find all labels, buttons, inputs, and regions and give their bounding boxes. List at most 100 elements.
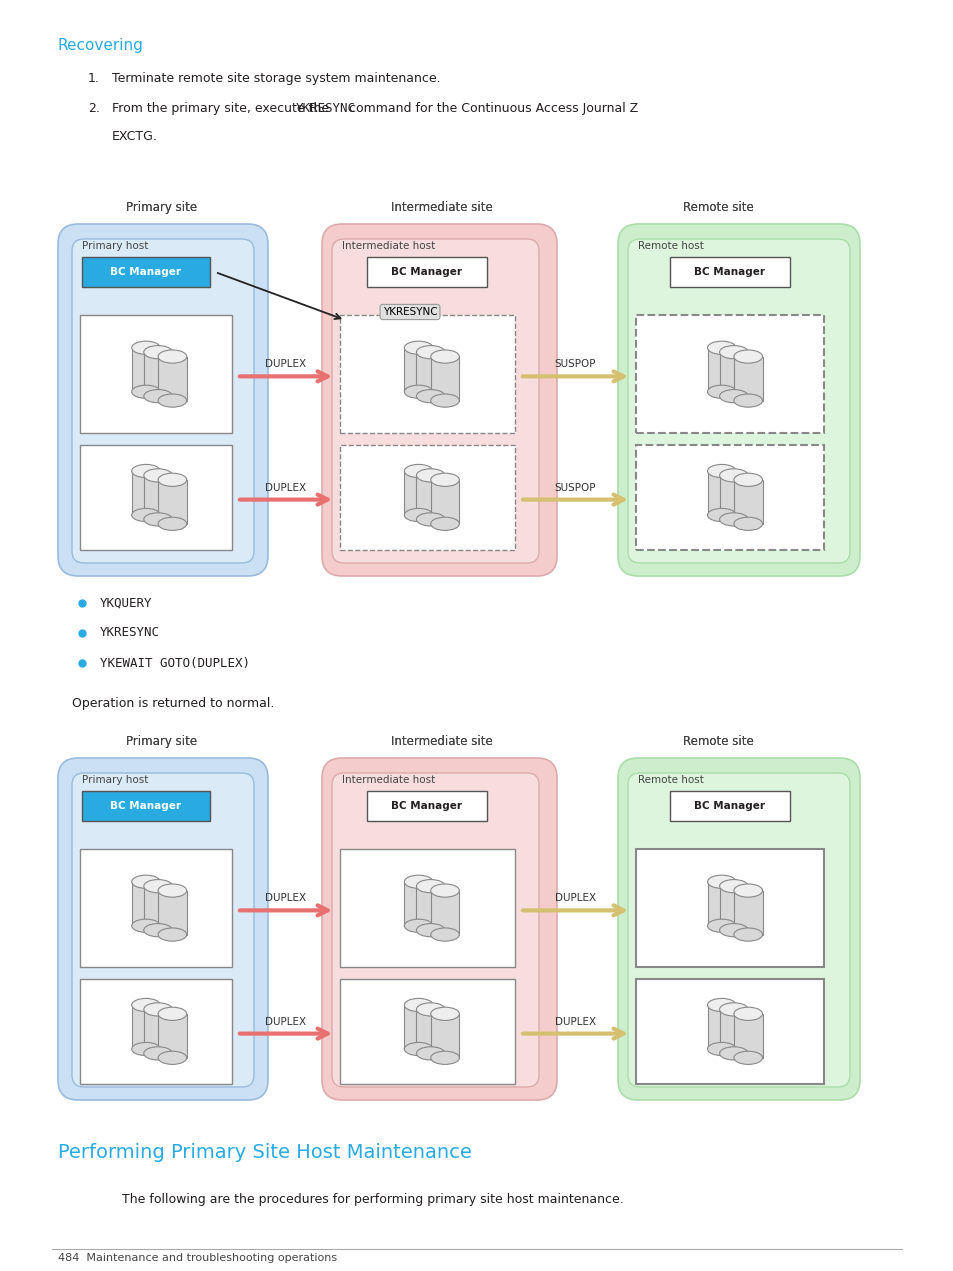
Ellipse shape [431,473,458,487]
FancyBboxPatch shape [332,239,538,563]
Text: Primary site: Primary site [127,735,197,749]
Bar [158,891,187,934]
Bar [82,257,210,287]
Bar [80,849,232,967]
Bar [719,886,747,930]
Text: SUSPOP: SUSPOP [554,483,596,493]
Ellipse shape [144,389,172,403]
Bar [404,882,433,925]
Bar [416,475,445,520]
Ellipse shape [431,928,458,941]
Bar [636,445,823,550]
Ellipse shape [132,999,160,1012]
Ellipse shape [733,517,761,530]
Ellipse shape [733,394,761,407]
Bar [707,882,736,925]
Ellipse shape [404,999,433,1012]
Text: YKRESYNC: YKRESYNC [295,102,355,114]
Text: Primary site: Primary site [127,201,197,214]
Bar [733,891,761,934]
Text: DUPLEX: DUPLEX [265,360,306,370]
Ellipse shape [707,341,736,355]
FancyBboxPatch shape [322,224,557,576]
FancyBboxPatch shape [618,758,859,1099]
FancyBboxPatch shape [627,773,849,1087]
Ellipse shape [416,469,445,482]
Text: DUPLEX: DUPLEX [555,894,596,904]
Ellipse shape [719,346,747,358]
Bar [132,1005,160,1049]
Bar [144,886,172,930]
Bar [367,791,486,821]
Text: DUPLEX: DUPLEX [265,483,306,493]
Text: Remote site: Remote site [682,201,753,214]
Text: Operation is returned to normal.: Operation is returned to normal. [71,697,274,710]
Text: Remote host: Remote host [638,775,703,785]
Text: BC Manager: BC Manager [111,801,181,811]
Ellipse shape [416,880,445,892]
Bar [416,352,445,397]
Ellipse shape [719,1047,747,1060]
Ellipse shape [158,517,187,530]
Bar [431,479,458,524]
Ellipse shape [144,880,172,892]
Bar [719,1009,747,1054]
Bar [416,1009,445,1054]
Text: 1.: 1. [88,72,100,85]
Text: DUPLEX: DUPLEX [555,1017,596,1027]
Bar [719,352,747,397]
Ellipse shape [431,1007,458,1021]
Ellipse shape [144,469,172,482]
Bar [416,886,445,930]
Bar [158,479,187,524]
Text: Intermediate host: Intermediate host [341,241,435,250]
Text: Performing Primary Site Host Maintenance: Performing Primary Site Host Maintenance [58,1143,472,1162]
Bar [404,348,433,391]
Ellipse shape [404,919,433,933]
Text: Primary host: Primary host [82,775,149,785]
Bar [144,352,172,397]
Ellipse shape [404,464,433,478]
Text: Remote host: Remote host [638,241,703,250]
Text: Intermediate site: Intermediate site [391,201,493,214]
Bar [132,882,160,925]
Bar [144,1009,172,1054]
Ellipse shape [707,876,736,888]
Bar [707,348,736,391]
Ellipse shape [431,1051,458,1064]
Bar [144,475,172,520]
Ellipse shape [733,350,761,364]
Ellipse shape [707,385,736,398]
Text: SUSPOP: SUSPOP [554,360,596,370]
Ellipse shape [416,1047,445,1060]
Ellipse shape [733,1051,761,1064]
Ellipse shape [719,389,747,403]
Bar [339,979,515,1084]
Ellipse shape [132,341,160,355]
Text: Intermediate site: Intermediate site [391,735,493,749]
Ellipse shape [158,1051,187,1064]
Ellipse shape [431,517,458,530]
Ellipse shape [733,1007,761,1021]
Ellipse shape [158,1007,187,1021]
Ellipse shape [707,464,736,478]
FancyBboxPatch shape [618,224,859,576]
Ellipse shape [144,346,172,358]
Bar [431,357,458,400]
FancyBboxPatch shape [71,239,253,563]
Text: YKQUERY: YKQUERY [100,596,152,610]
Text: BC Manager: BC Manager [111,267,181,277]
Bar [80,979,232,1084]
Text: YKRESYNC: YKRESYNC [100,627,160,639]
Bar [339,849,515,967]
Bar [339,445,515,550]
Ellipse shape [158,928,187,941]
Bar [158,1014,187,1057]
Text: Primary site: Primary site [127,735,197,749]
Text: BC Manager: BC Manager [391,267,462,277]
Bar [636,315,823,433]
Text: Recovering: Recovering [58,38,144,53]
Bar [719,475,747,520]
Text: YKRESYNC: YKRESYNC [382,308,436,316]
Bar [82,791,210,821]
